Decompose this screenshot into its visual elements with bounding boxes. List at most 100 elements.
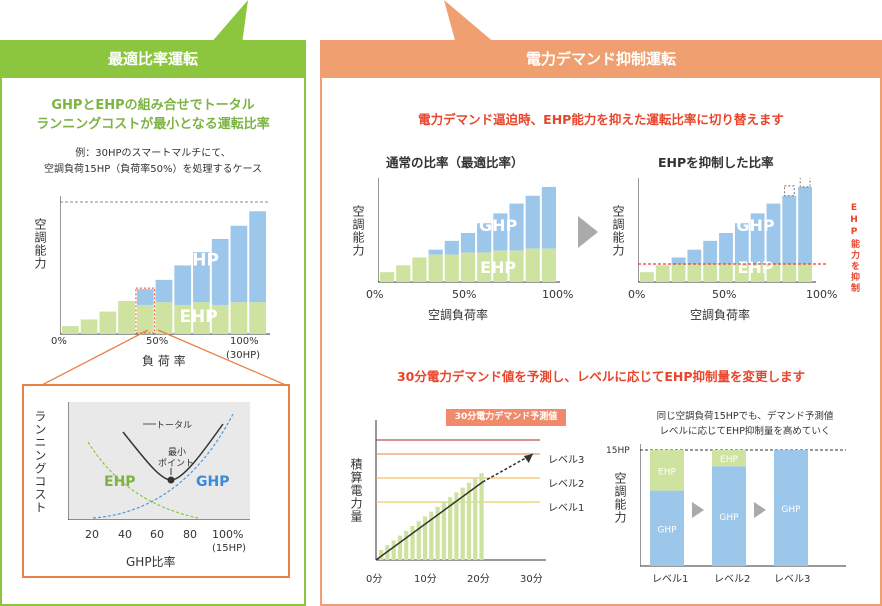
- inset-tick-100: 100%: [212, 528, 244, 541]
- left-x-100-sub: (30HP): [226, 350, 261, 361]
- chart2-x-50: 50%: [712, 288, 737, 301]
- inset-y-label: ランニングコスト: [33, 410, 47, 514]
- highlighted-bar: [135, 287, 156, 334]
- cmp-note-2: レベルに応じてEHP抑制量を高めていく: [659, 426, 831, 437]
- ehp-bar: [493, 250, 508, 282]
- cmp-ghp-label: GHP: [719, 513, 739, 523]
- ghp-bar: [493, 213, 508, 251]
- ghp-bar: [136, 289, 154, 305]
- inset-plot-area: [68, 402, 250, 520]
- chart1-x-label: 空調負荷率: [428, 308, 489, 322]
- hp15-label: 15HP: [606, 446, 630, 456]
- ehp-bar: [477, 252, 492, 282]
- ehp-bar: [80, 319, 98, 334]
- arrow-right-icon: [578, 216, 598, 248]
- ehp-bar: [396, 265, 411, 282]
- right-headline-2: 30分電力デマンド値を予測し、レベルに応じてEHP抑制量を変更します: [396, 369, 806, 384]
- accum-bar: [435, 506, 440, 560]
- left-x-label: 負 荷 率: [142, 354, 186, 368]
- ehp-bar: [193, 302, 210, 334]
- ghp-bar: [230, 225, 248, 303]
- ehp-bar: [750, 264, 765, 282]
- left-note-2: 空調負荷15HP（負荷率50%）を処理するケース: [43, 164, 262, 175]
- cmp-y-label: 空調能力: [613, 472, 627, 524]
- ehp-bar: [671, 264, 686, 282]
- accum-bar: [448, 497, 453, 560]
- ehp-bar: [99, 311, 117, 334]
- accum-bar: [379, 550, 384, 560]
- accum-bar: [466, 482, 472, 560]
- accum-bar: [441, 502, 447, 560]
- ghp-bar: [477, 223, 492, 253]
- cmp-ehp-bar: [650, 450, 684, 491]
- ehp-bar: [136, 304, 154, 334]
- cmp-ehp-label: EHP: [720, 455, 738, 465]
- ghp-bar: [428, 249, 443, 255]
- left-note-1: 例：30HPのスマートマルチにて、: [75, 148, 231, 159]
- chart2-y-label: 空調能力: [611, 205, 625, 257]
- arrowhead-icon: [523, 454, 533, 463]
- inset-ghp-label: GHP: [196, 474, 230, 490]
- ghp-bar: [460, 233, 476, 253]
- zoom-connector: [39, 329, 289, 387]
- accum-bar: [410, 526, 415, 560]
- left-x-0: 0%: [51, 336, 67, 347]
- normal-ratio-chart: GHP EHP: [378, 178, 560, 283]
- inset-min-point-2: ポイント: [158, 459, 195, 469]
- chart1-y-label: 空調能力: [351, 205, 365, 257]
- cmp-note-1: 同じ空調負荷15HPでも、デマンド予測値: [656, 411, 834, 422]
- cmp-ghp-bar: [650, 490, 684, 566]
- removed-capacity: [783, 185, 795, 197]
- chart2-title: EHPを抑制した比率: [658, 155, 774, 170]
- ghp-bar: [174, 265, 192, 305]
- inset-tick-80: 80: [183, 528, 197, 541]
- ehp-bar: [460, 252, 476, 282]
- accum-bar: [460, 487, 465, 560]
- right-headline: 電力デマンド逼迫時、EHP能力を抑えた運転比率に切り替えます: [418, 112, 784, 127]
- ehp-bar: [249, 302, 266, 334]
- inset-ehp-label: EHP: [104, 474, 136, 490]
- level1-label: レベル1: [548, 503, 585, 514]
- ghp-label: GHP: [178, 250, 219, 270]
- ehp-bar: [509, 250, 524, 282]
- actual-line: [375, 481, 484, 561]
- time-tick-20: 20分: [467, 574, 490, 585]
- ghp-bar: [249, 211, 266, 303]
- removed-capacity: [799, 178, 811, 188]
- inset-min-point-1: 最小: [168, 448, 187, 458]
- ehp-bar: [687, 264, 702, 282]
- inset-x-100-sub: (15HP): [212, 543, 247, 554]
- accum-bar: [429, 511, 434, 560]
- ghp-bar: [687, 249, 702, 265]
- ehp-bar: [155, 302, 173, 334]
- time-tick-0: 0分: [366, 574, 383, 585]
- ghp-bar: [750, 213, 765, 265]
- chart1-x-50: 50%: [452, 288, 477, 301]
- left-x-50: 50%: [146, 336, 169, 347]
- ehp-label: EHP: [179, 307, 217, 327]
- accum-bar: [473, 478, 478, 560]
- ghp-bar: [703, 240, 718, 265]
- ehp-bar: [703, 264, 718, 282]
- inset-curve-chart: [68, 402, 250, 520]
- left-x-100: 100%: [230, 336, 259, 347]
- ghp-bar: [766, 203, 781, 265]
- inset-tick-20: 20: [85, 528, 99, 541]
- ehp-bar: [428, 254, 443, 282]
- demand-forecast-chart: [375, 420, 546, 561]
- demand-tag: 30分電力デマンド予測値: [446, 409, 566, 426]
- time-tick-30: 30分: [520, 574, 543, 585]
- level-comparison-chart: GHP EHP GHP EHP GHP: [640, 444, 846, 567]
- left-panel-title: 最適比率運転: [0, 40, 306, 78]
- cmp-ehp-bar: [712, 450, 746, 467]
- ehp-label: EHP: [737, 258, 773, 277]
- ehp-bar: [444, 254, 459, 282]
- ghp-bar: [671, 257, 686, 265]
- arrow-right-icon: [692, 502, 704, 518]
- right-pointer: [444, 0, 496, 44]
- forecast-line: [482, 453, 534, 483]
- accum-bar: [416, 521, 421, 560]
- ehp-bar: [211, 304, 229, 334]
- ghp-bar: [798, 186, 812, 265]
- cmp-level1: レベル1: [652, 574, 689, 585]
